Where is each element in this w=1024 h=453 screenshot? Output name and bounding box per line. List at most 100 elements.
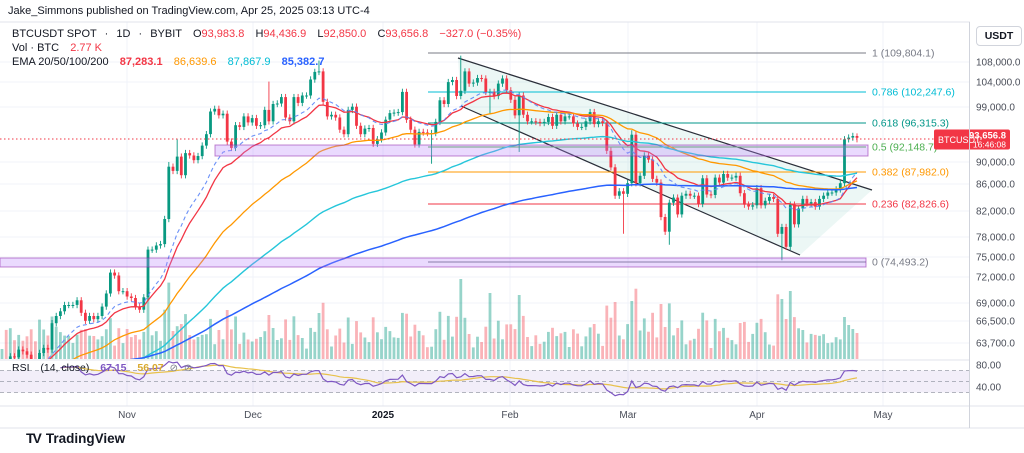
candle-body [509, 90, 513, 100]
candle-body [63, 305, 66, 312]
volume-bar [534, 335, 538, 359]
volume-bar [13, 340, 16, 359]
candle-body [818, 198, 821, 207]
volume-bar [317, 313, 321, 359]
volume-bar [738, 323, 742, 359]
volume-bar [296, 335, 300, 359]
candle-body [559, 114, 563, 122]
time-axis[interactable]: Nov Dec 2025 Feb Mar Apr May [118, 410, 892, 421]
volume-bar [401, 312, 404, 359]
candle-body [451, 80, 454, 82]
volume-bar [438, 311, 442, 359]
candle-body [834, 189, 838, 193]
volume-bar [342, 342, 346, 359]
volume-bar [246, 339, 250, 359]
volume-bar [592, 324, 596, 359]
rsi-settings-icon[interactable]: ⊘ [183, 363, 193, 374]
candle-body [96, 316, 100, 320]
candle-body [121, 291, 125, 293]
volume-bar [146, 287, 150, 359]
ema50-value: 86,639.6 [173, 56, 217, 68]
volume-bar [184, 314, 187, 359]
volume-bar [697, 328, 700, 359]
candle-body [267, 109, 271, 122]
volume-bar [747, 341, 750, 359]
ohlc-open: 93,983.8 [201, 28, 245, 40]
price-tick-label: 108,000.0 [976, 58, 1021, 69]
ohlc-low: 92,850.0 [323, 28, 367, 40]
volume-bar [726, 337, 730, 359]
volume-bar [834, 337, 838, 359]
support-zone[interactable] [0, 257, 867, 268]
volume-bar [92, 336, 96, 359]
volume-bar [367, 342, 371, 359]
volume-bar [371, 317, 375, 359]
candle-body [801, 198, 805, 209]
volume-bar [409, 336, 413, 359]
volume-bar [559, 333, 563, 359]
symbol-ohlc-row[interactable]: BTCUSDT SPOT · 1D · BYBIT O93,983.8 H94,… [12, 28, 522, 40]
volume-bar [380, 339, 383, 359]
candle-body [634, 134, 638, 184]
volume-bar [446, 315, 450, 359]
volume-bar [680, 320, 684, 359]
volume-bar [667, 303, 671, 359]
price-scale[interactable]: 108,000.0 104,000.0 99,000.0 90,000.0 86,000… [976, 58, 1021, 394]
candle-body [530, 121, 534, 123]
tradingview-wordmark: TradingView [45, 430, 126, 446]
candle-body [392, 112, 396, 114]
volume-row[interactable]: Vol · BTC 2.77 K [12, 41, 521, 55]
volume-bar [234, 316, 237, 359]
rsi-legend[interactable]: RSI (14, close) 67.15 56.07 ⊘ ⊘ [12, 362, 192, 374]
volume-bar [513, 329, 517, 359]
price-tick-label: 78,000.0 [976, 233, 1015, 244]
candle-body [225, 113, 229, 142]
volume-bar [363, 337, 367, 359]
candle-body [847, 137, 851, 140]
volume-bar [609, 317, 613, 359]
volume-bar [809, 333, 813, 359]
candle-body [838, 183, 842, 190]
price-tick-label: 104,000.0 [976, 78, 1021, 89]
candle-body [79, 300, 83, 313]
ema200-value: 85,382.7 [281, 56, 325, 68]
candle-body [426, 132, 429, 134]
candle-body [843, 139, 846, 184]
candle-body [588, 112, 592, 122]
volume-bar [34, 341, 37, 359]
volume-bar [267, 315, 271, 359]
candle-body [134, 298, 137, 307]
candle-body [538, 121, 542, 123]
rsi-hide-icon[interactable]: ⊘ [169, 363, 178, 374]
candle-body [738, 175, 742, 194]
candle-body [313, 71, 317, 80]
volume-bar [346, 317, 350, 359]
candlesticks [8, 55, 859, 359]
candle-body [67, 305, 71, 306]
candle-body [822, 195, 825, 199]
candle-body [117, 275, 121, 292]
candle-body [346, 109, 350, 135]
candle-body [476, 78, 479, 83]
candle-body [496, 83, 500, 97]
volume-bar [255, 338, 258, 359]
volume-bar [743, 321, 746, 359]
volume-bar [647, 331, 650, 359]
time-axis-label-Mar: Mar [619, 410, 637, 421]
fib-label-0.236: 0.236 (82,826.6) [872, 199, 949, 211]
currency-toggle-button[interactable]: USDT [976, 26, 1022, 46]
candle-body [284, 97, 287, 118]
ema-row[interactable]: EMA 20/50/100/200 87,283.1 86,639.6 87,8… [12, 55, 521, 69]
wedge-top-trendline[interactable] [457, 57, 873, 191]
volume-bar [117, 328, 121, 359]
candle-body [150, 249, 154, 251]
candle-body [54, 316, 58, 324]
candle-body [776, 198, 780, 234]
volume-bar [613, 302, 617, 359]
volume-bar [830, 342, 834, 359]
candle-body [667, 202, 671, 232]
candle-body [513, 99, 517, 116]
resistance-zone[interactable] [214, 144, 869, 157]
volume-bar [388, 331, 392, 359]
